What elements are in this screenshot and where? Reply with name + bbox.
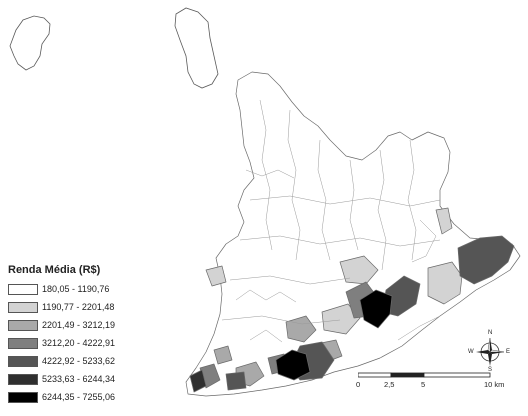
compass-rose-icon: N S E W: [468, 330, 511, 373]
region-class-7-b: [275, 349, 311, 381]
legend-swatch: [8, 373, 38, 385]
legend-row: 180,05 - 1190,76: [8, 280, 148, 298]
compass-east-label: E: [506, 349, 511, 355]
legend: Renda Média (R$) 180,05 - 1190,76 1190,7…: [8, 264, 148, 406]
legend-swatch: [8, 355, 38, 367]
legend-swatch: [8, 319, 38, 331]
legend-swatch: [8, 301, 38, 313]
legend-label: 2201,49 - 3212,19: [42, 320, 116, 330]
legend-swatch: [8, 283, 38, 295]
compass-north-label: N: [488, 330, 493, 336]
legend-row: 1190,77 - 2201,48: [8, 298, 148, 316]
region-class-2-a: [427, 261, 463, 305]
region-class-5-a: [457, 235, 515, 285]
legend-label: 6244,35 - 7255,06: [42, 392, 116, 402]
region-class-7-a: [359, 289, 393, 329]
region-class-2-d: [435, 207, 453, 235]
scale-label: 0: [356, 380, 361, 389]
legend-label: 5233,63 - 6244,34: [42, 374, 116, 384]
island-west: [9, 15, 51, 71]
legend-row: 5233,63 - 6244,34: [8, 370, 148, 388]
island-north: [174, 7, 219, 89]
scale-label: 2,5: [384, 380, 395, 389]
compass-south-label: S: [488, 367, 493, 373]
region-class-3-d: [213, 345, 233, 365]
legend-label: 1190,77 - 2201,48: [42, 302, 115, 312]
region-class-6-a: [189, 369, 207, 393]
scale-label: 5: [421, 380, 426, 389]
legend-swatch: [8, 391, 38, 403]
scale-label: 10 km: [484, 380, 505, 389]
legend-label: 180,05 - 1190,76: [42, 284, 110, 294]
legend-label: 4222,92 - 5233,62: [42, 356, 116, 366]
mainland-region: [185, 71, 521, 397]
legend-swatch: [8, 337, 38, 349]
compass-west-label: W: [468, 349, 474, 355]
region-class-5-d: [225, 371, 247, 391]
scale-bar: 0 2,5 5 10 km: [352, 372, 520, 396]
legend-row: 2201,49 - 3212,19: [8, 316, 148, 334]
legend-row: 3212,20 - 4222,91: [8, 334, 148, 352]
region-class-2-e: [205, 265, 227, 287]
legend-row: 4222,92 - 5233,62: [8, 352, 148, 370]
legend-label: 3212,20 - 4222,91: [42, 338, 116, 348]
region-class-2-c: [321, 303, 361, 335]
legend-title: Renda Média (R$): [8, 264, 101, 276]
legend-row: 6244,35 - 7255,06: [8, 388, 148, 406]
